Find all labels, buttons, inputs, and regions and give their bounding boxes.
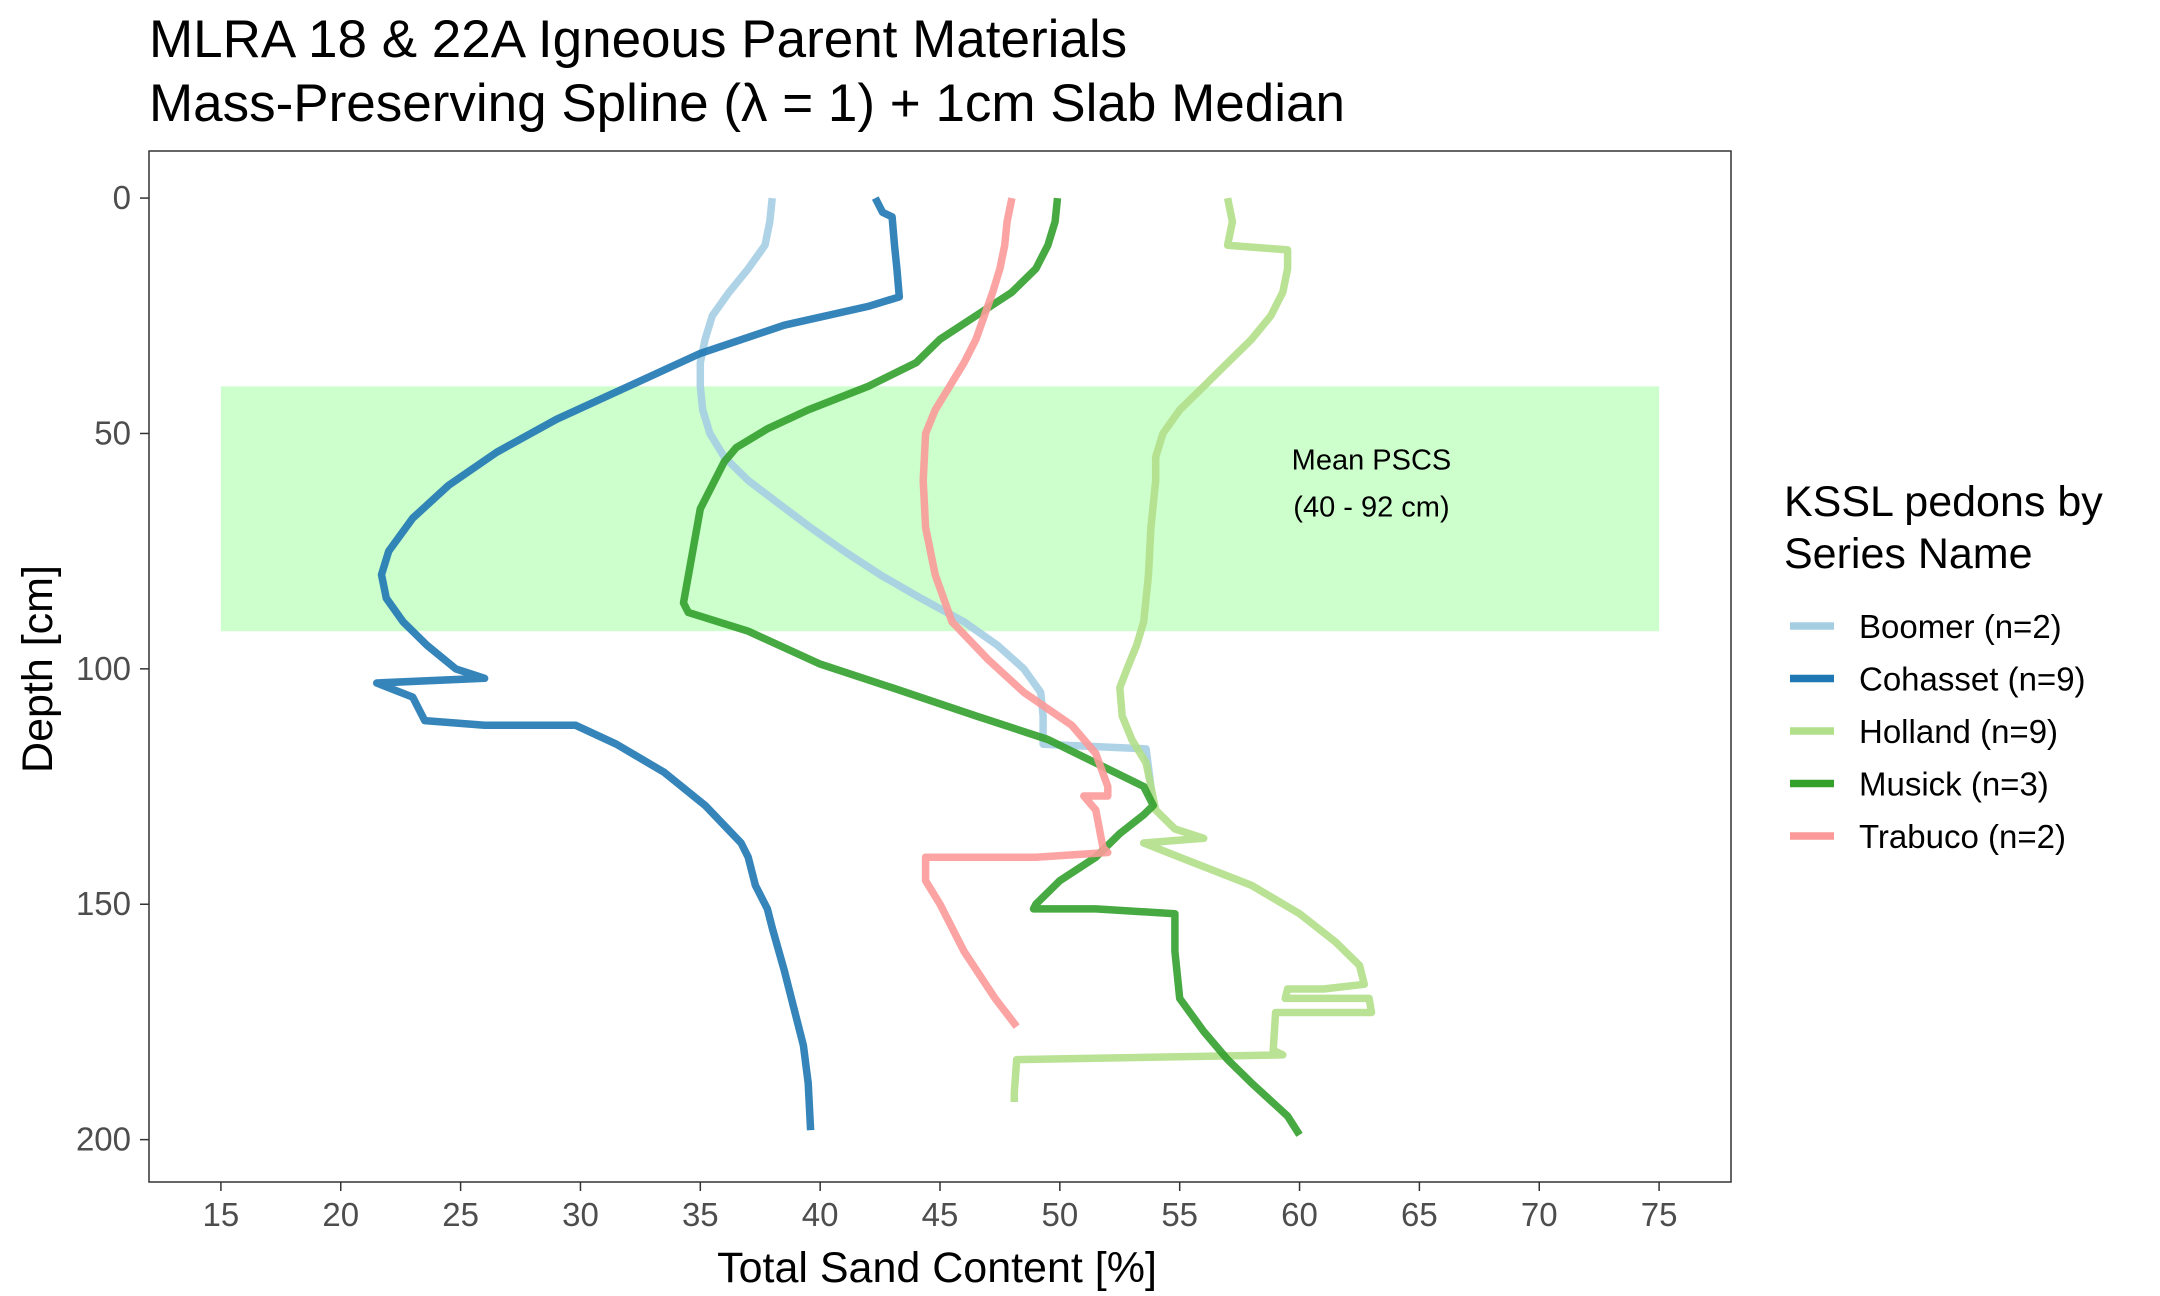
y-tick-label: 50 [94, 414, 131, 451]
x-tick-label: 70 [1521, 1196, 1558, 1233]
plot-border [148, 150, 1732, 1183]
legend-title-line-1: KSSL pedons by [1784, 478, 2103, 526]
x-tick-label: 60 [1281, 1196, 1318, 1233]
legend-items: Boomer (n=2) Cohasset (n=9) Holland (n=9) M… [1790, 608, 2086, 855]
y-tick-label: 150 [76, 885, 131, 922]
pscs-band-label-line-2: (40 - 92 cm) [1293, 491, 1449, 523]
y-axis-title: Depth [cm] [14, 565, 62, 773]
legend: KSSL pedons by Series Name Boomer (n=2) C… [1784, 478, 2103, 855]
legend-title-line-2: Series Name [1784, 530, 2033, 578]
legend-label-boomer: Boomer (n=2) [1859, 608, 2062, 645]
x-tick-label: 45 [922, 1196, 959, 1233]
legend-label-holland: Holland (n=9) [1859, 713, 2058, 750]
y-tick-label: 100 [76, 650, 131, 687]
x-tick-label: 40 [802, 1196, 839, 1233]
x-tick-label: 50 [1041, 1196, 1078, 1233]
x-axis-title: Total Sand Content [%] [717, 1244, 1157, 1292]
plot-area: Mean PSCS (40 - 92 cm) 15 20 25 30 35 40 45 50 55 6… [76, 150, 1732, 1233]
chart-title-line-2: Mass-Preserving Spline (λ = 1) + 1cm Sla… [149, 74, 1345, 133]
y-tick-label: 200 [76, 1121, 131, 1158]
legend-label-cohasset: Cohasset (n=9) [1859, 661, 2086, 698]
x-tick-label: 35 [682, 1196, 719, 1233]
x-tick-label: 25 [442, 1196, 479, 1233]
pscs-band-label-line-1: Mean PSCS [1292, 444, 1452, 476]
x-tick-label: 55 [1161, 1196, 1198, 1233]
chart-title-line-1: MLRA 18 & 22A Igneous Parent Materials [149, 10, 1127, 69]
series-line-cohasset [372, 196, 904, 1131]
legend-label-trabuco: Trabuco (n=2) [1859, 818, 2066, 855]
x-tick-label: 20 [322, 1196, 359, 1233]
x-tick-label: 30 [562, 1196, 599, 1233]
x-tick-label: 75 [1641, 1196, 1678, 1233]
series-line-trabuco [919, 197, 1112, 1029]
y-tick-label: 0 [113, 179, 131, 216]
series-line-musick [679, 197, 1303, 1137]
series-line-holland [1010, 197, 1376, 1102]
legend-label-musick: Musick (n=3) [1859, 766, 2049, 803]
x-tick-label: 15 [203, 1196, 240, 1233]
x-tick-label: 65 [1401, 1196, 1438, 1233]
